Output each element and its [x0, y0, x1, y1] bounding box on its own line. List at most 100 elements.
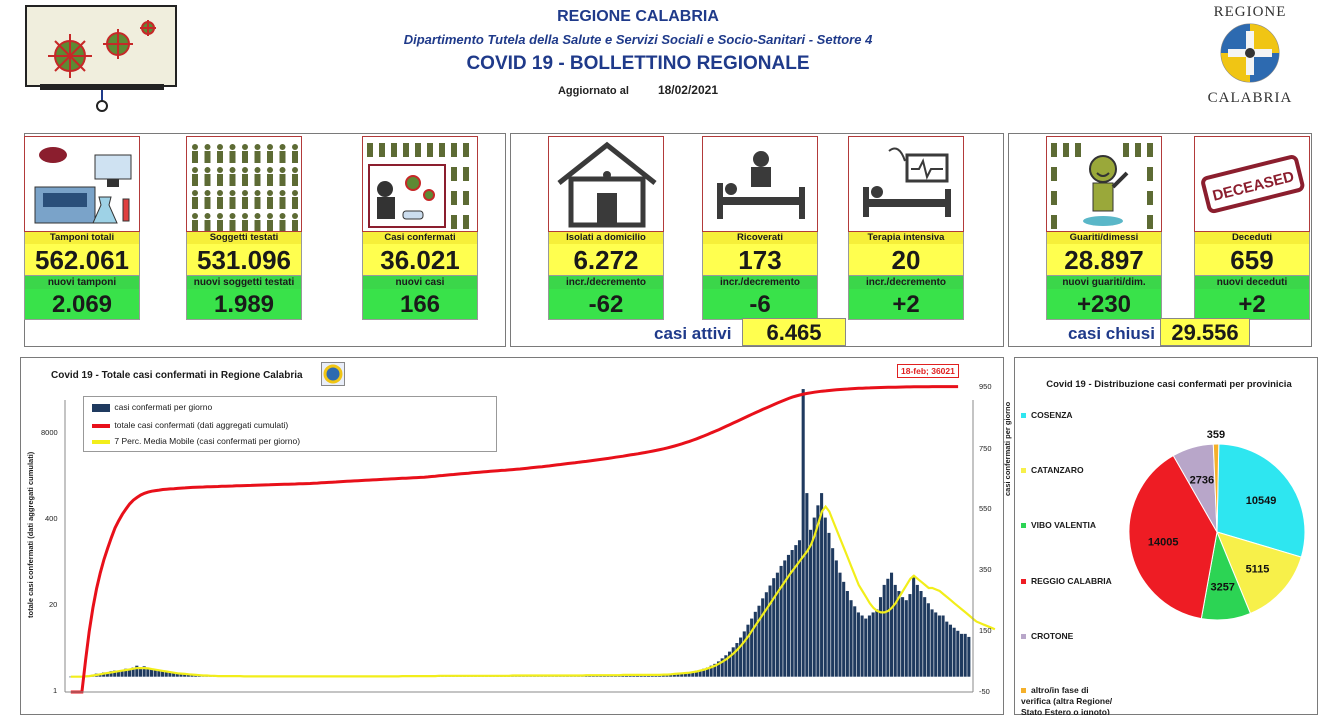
daily-cases-bar	[680, 673, 684, 677]
right-axis-tick: 150	[979, 626, 992, 635]
person-icon	[204, 190, 211, 209]
daily-cases-bar	[116, 671, 120, 677]
daily-cases-bar	[702, 668, 706, 677]
daily-cases-bar	[731, 647, 735, 677]
legend-swatch	[92, 439, 110, 444]
card-sub-label: nuovi deceduti	[1194, 276, 1310, 289]
daily-cases-bar	[937, 615, 941, 677]
covid-virus-logo	[24, 4, 184, 116]
person-icon	[229, 167, 236, 186]
home-icon	[548, 136, 664, 232]
logo-bottom-text: CALABRIA	[1207, 90, 1293, 106]
legend-label: COSENZA	[1031, 410, 1073, 420]
daily-cases-bar	[764, 592, 768, 677]
daily-cases-bar	[849, 600, 853, 677]
legend-swatch	[1021, 634, 1026, 640]
daily-cases-bar	[753, 611, 757, 677]
daily-cases-bar	[772, 578, 776, 677]
daily-cases-bar	[698, 669, 702, 677]
daily-cases-bar	[816, 505, 820, 677]
daily-cases-bar	[683, 673, 687, 677]
daily-cases-bar	[908, 594, 912, 677]
legend-swatch	[92, 423, 110, 428]
daily-cases-bar	[820, 493, 824, 677]
daily-cases-bar	[694, 670, 698, 677]
daily-cases-bar	[142, 666, 146, 677]
province-chart-title: Covid 19 - Distribuzione casi confermati…	[1046, 379, 1292, 390]
infected-person-icon	[362, 136, 478, 232]
daily-cases-bar	[153, 669, 157, 677]
legend-item-other: altro/in fase di verifica (altra Regione…	[1021, 685, 1117, 715]
daily-cases-bar	[109, 671, 113, 677]
daily-cases-bar	[735, 643, 739, 677]
updated-date: 18/02/2021	[657, 83, 718, 97]
daily-cases-bar	[739, 637, 743, 677]
card-ricoverati: Ricoverati 173 incr./decremento -6	[702, 136, 818, 320]
card-sub-value: -6	[702, 289, 818, 320]
legend-swatch	[1021, 688, 1026, 694]
pie-slice-altroin	[1212, 443, 1220, 533]
person-icon	[204, 167, 211, 186]
person-icon	[229, 190, 236, 209]
person-icon	[267, 144, 273, 163]
people-crowd-icon	[186, 136, 302, 232]
right-axis-tick: 350	[979, 565, 992, 574]
daily-cases-bar	[838, 572, 842, 677]
daily-cases-bar	[124, 668, 128, 677]
person-icon	[192, 213, 198, 231]
legend-item-cumulative: totale casi confermati (dati aggregati c…	[92, 419, 288, 431]
daily-cases-bar	[131, 667, 135, 677]
pie-slice-value: 3257	[1210, 581, 1234, 593]
daily-cases-bar	[893, 584, 897, 677]
legend-item-moving-average: 7 Perc. Media Mobile (casi confermati pe…	[92, 435, 300, 447]
daily-cases-bar	[672, 673, 676, 677]
trend-chart-title: Covid 19 - Totale casi confermati in Reg…	[51, 370, 303, 381]
daily-cases-bar	[150, 668, 154, 677]
person-icon	[229, 213, 236, 231]
daily-cases-bar	[805, 493, 809, 677]
daily-cases-bar	[69, 676, 73, 678]
legend-swatch	[1021, 468, 1026, 474]
daily-cases-bar	[809, 529, 813, 677]
daily-cases-bar	[952, 627, 956, 677]
trend-chart-legend: casi confermati per giorno totale casi c…	[83, 396, 497, 452]
person-icon	[217, 144, 223, 163]
daily-cases-bar	[120, 669, 124, 677]
daily-cases-bar	[705, 667, 709, 677]
person-icon	[292, 213, 298, 231]
person-icon	[217, 167, 223, 186]
daily-cases-bar	[875, 609, 879, 677]
daily-cases-bar	[709, 665, 713, 677]
daily-cases-bar	[186, 674, 190, 677]
person-icon	[254, 190, 261, 209]
daily-cases-bar	[919, 591, 923, 677]
trend-chart-plot	[64, 385, 996, 694]
daily-cases-bar	[786, 554, 790, 677]
card-soggetti: Soggetti testati 531.096 nuovi soggetti …	[186, 136, 302, 320]
daily-cases-bar	[757, 605, 761, 677]
person-icon	[192, 190, 198, 209]
card-sub-value: 166	[362, 289, 478, 320]
daily-cases-bar	[146, 667, 150, 677]
pie-slice-value: 5115	[1246, 564, 1270, 576]
left-axis-tick: 400	[45, 514, 58, 523]
daily-cases-bar	[161, 671, 165, 677]
daily-cases-bar	[963, 633, 967, 677]
daily-cases-bar	[794, 545, 798, 677]
daily-cases-bar	[897, 591, 901, 677]
person-icon	[242, 190, 248, 209]
person-icon	[292, 190, 298, 209]
card-terapia-intensiva: Terapia intensiva 20 incr./decremento +2	[848, 136, 964, 320]
daily-cases-bar	[728, 651, 732, 677]
legend-swatch	[1021, 579, 1026, 585]
daily-cases-bar	[168, 672, 172, 677]
logo-top-text: REGIONE	[1213, 4, 1287, 20]
daily-cases-bar	[775, 572, 779, 677]
daily-cases-bar	[926, 603, 930, 677]
legend-item-cosenza: COSENZA	[1021, 410, 1073, 421]
bulletin-header: REGIONE CALABRIA Dipartimento Tutela del…	[300, 6, 976, 97]
daily-cases-bar	[135, 665, 139, 677]
card-sub-value: 2.069	[24, 289, 140, 320]
daily-cases-bar	[967, 636, 971, 677]
region-heading: REGIONE CALABRIA	[557, 8, 719, 25]
